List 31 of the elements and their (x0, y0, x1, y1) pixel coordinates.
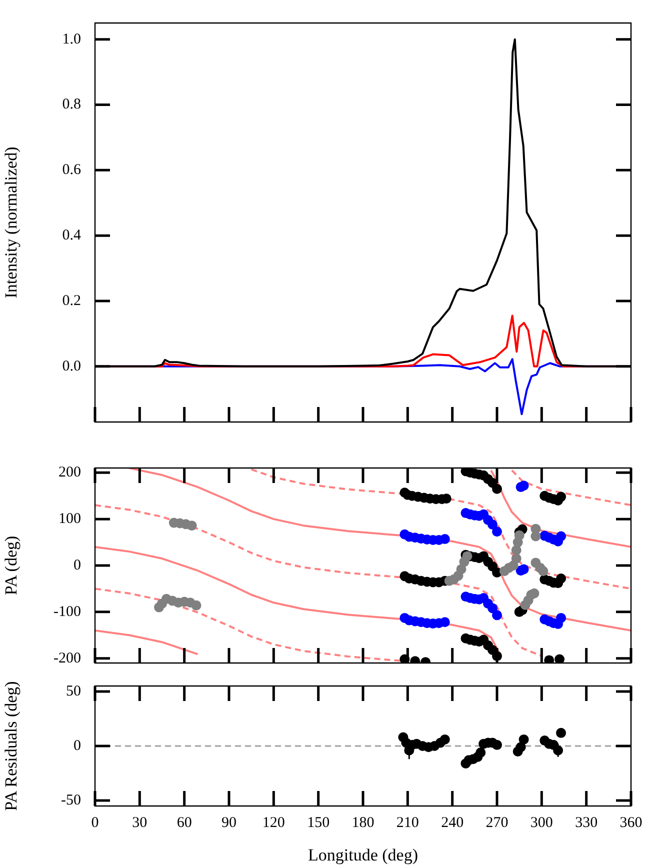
x-tick-label: 60 (176, 814, 192, 831)
x-tick-label: 360 (620, 814, 642, 831)
y-axis-title: PA Residuals (deg) (2, 681, 21, 811)
y-tick-label: -100 (54, 604, 81, 620)
y-tick-label: 200 (58, 464, 81, 481)
x-tick-label: 330 (575, 814, 598, 831)
y-tick-label: 0.8 (62, 96, 81, 113)
x-axis-title: Longitude (deg) (308, 845, 418, 864)
x-tick-label: 150 (307, 814, 330, 831)
x-tick-label: 120 (262, 814, 285, 831)
x-tick-label: 210 (396, 814, 419, 831)
y-tick-label: -200 (54, 650, 81, 666)
x-tick-label: 180 (352, 814, 374, 831)
y-axis-title: Intensity (normalized) (2, 146, 21, 298)
y-tick-label: -50 (61, 792, 81, 808)
x-tick-label: 240 (441, 814, 464, 831)
y-tick-label: 0 (74, 557, 81, 574)
x-tick-label: 270 (486, 814, 508, 831)
x-tick-label: 300 (530, 814, 553, 831)
y-tick-label: 0 (74, 738, 81, 754)
y-tick-label: 0.6 (62, 162, 82, 178)
x-tick-label: 30 (132, 814, 148, 831)
y-tick-label: 50 (66, 683, 81, 700)
y-tick-label: 0.0 (62, 358, 81, 374)
y-tick-label: 0.4 (62, 228, 82, 244)
y-tick-label: 100 (58, 511, 81, 528)
x-tick-label: 90 (222, 814, 236, 831)
y-axis-title: PA (deg) (2, 536, 21, 596)
x-tick-label: 0 (91, 814, 99, 831)
y-tick-label: 1.0 (62, 31, 81, 48)
y-tick-label: 0.2 (62, 292, 81, 309)
